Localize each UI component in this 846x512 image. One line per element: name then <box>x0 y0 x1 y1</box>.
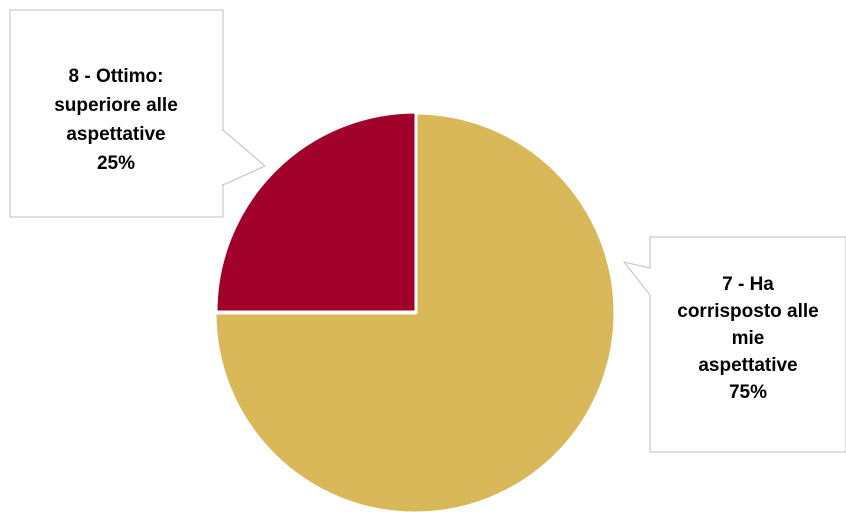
callout-value-label: 75% <box>729 382 767 403</box>
callout-label-line: 7 - Ha <box>722 274 774 295</box>
callout-pointer <box>222 128 266 186</box>
callout-label-line: aspettative <box>66 124 165 145</box>
pie-callouts: 7 - Ha corrisposto alle mie aspettative 75% 8… <box>9 9 846 453</box>
callout-label-line: 8 - Ottimo: <box>69 66 164 87</box>
callout-ha-corrisposto: 7 - Ha corrisposto alle mie aspettative 75% <box>622 236 846 453</box>
pie-slice-ottimo <box>214 110 418 314</box>
callout-value-label: 25% <box>97 153 135 174</box>
pie-slice-ha-corrisposto <box>213 111 617 512</box>
callout-pointer <box>622 261 651 297</box>
pie-slices <box>213 110 617 512</box>
callout-box <box>9 9 224 218</box>
callout-box <box>649 236 846 453</box>
callout-label-line: mie <box>732 328 765 349</box>
callout-label-line: aspettative <box>698 355 797 376</box>
callout-label-line: superiore alle <box>54 95 178 116</box>
callout-ottimo: 8 - Ottimo: superiore alle aspettative 25% <box>9 9 266 218</box>
callout-label-line: corrisposto alle <box>677 301 819 322</box>
